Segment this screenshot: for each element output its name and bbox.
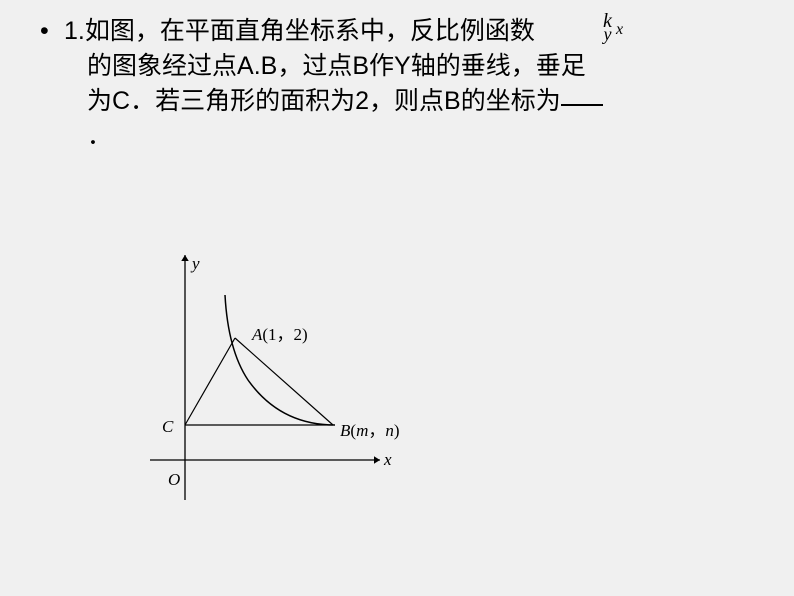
problem-number: 1. (64, 17, 85, 45)
fraction-overlay: k y (603, 14, 612, 41)
bullet: • (40, 14, 64, 49)
slide: { "problem": { "bullet": "•", "number": … (0, 0, 794, 596)
line-1: •1.如图，在平面直角坐标系中，反比例函数 (40, 14, 760, 49)
coordinate-diagram: y x O C A(1，2) B(m，n) (140, 250, 400, 520)
fraction-extra: x (616, 24, 623, 35)
l2pts: A.B (237, 52, 277, 80)
l3val: 2 (355, 87, 369, 115)
A-letter: A (252, 325, 262, 344)
answer-blank (561, 84, 603, 106)
l3C: C (112, 87, 130, 115)
B-close: ) (394, 421, 400, 440)
l2a: 的图象经过点 (87, 52, 237, 80)
B-letter: B (340, 421, 350, 440)
l1a: 如图，在平面直角坐标系中，反比例函数 (85, 17, 535, 45)
B-n: n (385, 421, 394, 440)
A-coords: (1，2) (262, 325, 307, 344)
l2B: B (352, 52, 369, 80)
y-axis-label: y (192, 254, 200, 274)
B-sep: ， (368, 421, 385, 440)
l2b: ，过点 (277, 52, 352, 80)
point-A-label: A(1，2) (252, 320, 308, 345)
point-C-label: C (162, 417, 173, 437)
l3d: 的坐标为 (461, 87, 561, 115)
x-axis-label: x (384, 450, 392, 470)
frac-den: y (603, 28, 612, 41)
origin-label: O (168, 470, 180, 490)
line-4: ． (40, 119, 760, 154)
l3b: ．若三角形的面积为 (130, 87, 355, 115)
l2d: 轴的垂线，垂足 (411, 52, 586, 80)
l2Y: Y (394, 52, 411, 80)
l3c: ，则点 (369, 87, 444, 115)
line-3: 为C．若三角形的面积为2，则点B的坐标为 (40, 84, 760, 119)
frac-x: x (616, 21, 623, 38)
B-m: m (356, 421, 368, 440)
point-B-label: B(m，n) (340, 416, 400, 441)
l3B: B (444, 87, 461, 115)
l3a: 为 (87, 87, 112, 115)
l4: ． (87, 122, 112, 150)
problem-text: •1.如图，在平面直角坐标系中，反比例函数 的图象经过点A.B，过点B作Y轴的垂… (40, 14, 760, 154)
line-2: 的图象经过点A.B，过点B作Y轴的垂线，垂足 (40, 49, 760, 84)
l2c: 作 (369, 52, 394, 80)
